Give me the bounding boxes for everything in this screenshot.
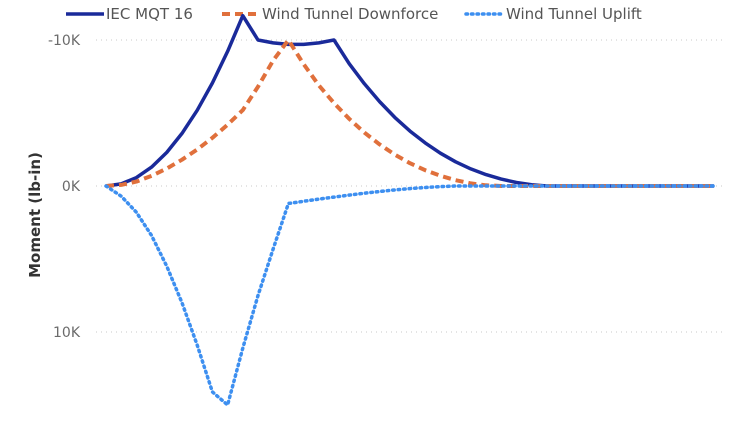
legend-label: Wind Tunnel Uplift [506,5,642,23]
series-line-iec-mqt-16 [105,13,714,188]
y-tick-label: 0K [62,179,81,195]
legend-label: Wind Tunnel Downforce [262,5,438,23]
series-lines [104,13,716,407]
legend-label: IEC MQT 16 [106,5,193,23]
legend: IEC MQT 16 Wind Tunnel Downforce Wind Tunn… [66,5,642,23]
y-axis-ticks: -10K 0K 10K [48,33,81,341]
y-axis-title: Moment (lb-in) [26,152,44,278]
series-line-wind-tunnel-uplift [104,184,716,407]
y-tick-label: -10K [48,33,81,49]
y-tick-label: 10K [53,325,81,341]
